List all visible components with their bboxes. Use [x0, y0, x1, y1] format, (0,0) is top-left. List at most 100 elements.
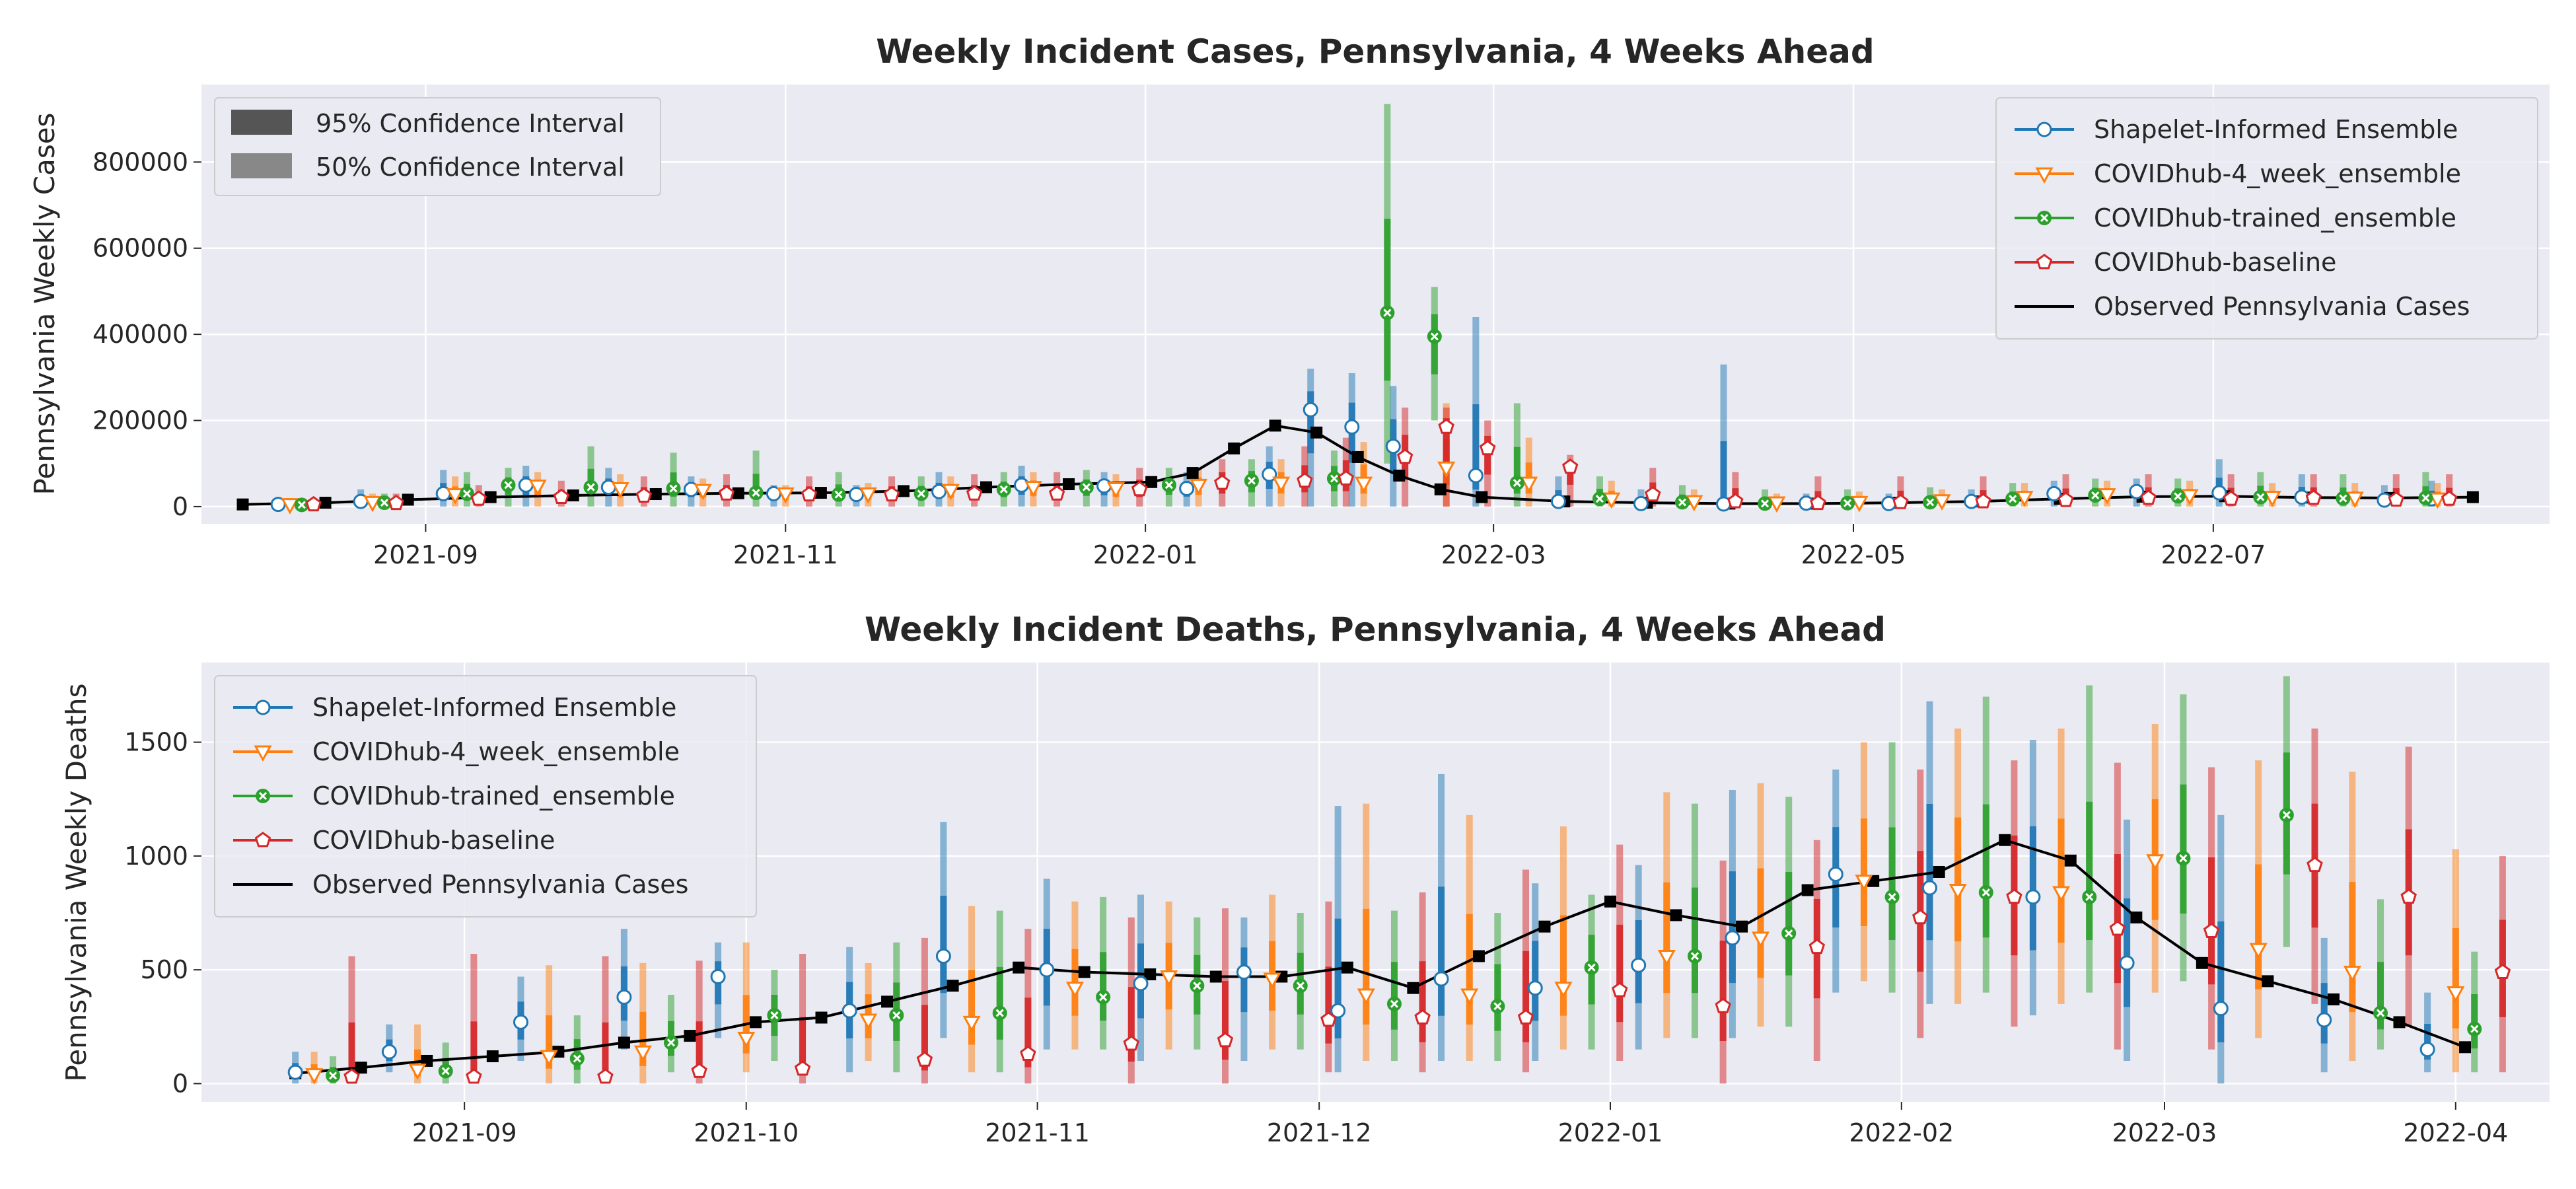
- x-tick-label: 2021-11: [733, 540, 838, 569]
- shapelet-legend-marker: [255, 700, 271, 715]
- ci95-legend-label: 95% Confidence Interval: [316, 109, 625, 138]
- covidhub-4week-median-markers: [305, 854, 2465, 1085]
- covidhub-4week-median-point: [859, 487, 877, 504]
- baseline-median-point: [1131, 480, 1148, 497]
- covidhub-4week-median-point: [2180, 489, 2199, 506]
- shapelet-median-point: [2419, 1042, 2435, 1058]
- shapelet-median-point: [2119, 955, 2135, 971]
- shapelet-median-point: [1550, 493, 1566, 509]
- covidhub-4week-median-point: [281, 498, 299, 515]
- shapelet-median-point: [1385, 439, 1401, 454]
- shapelet-legend-label: Shapelet-Informed Ensemble: [2094, 115, 2458, 144]
- observed-point: [1434, 483, 1447, 495]
- observed-legend-label: Observed Pennsylvania Cases: [2094, 292, 2470, 321]
- baseline-median-point: [2441, 490, 2458, 506]
- shapelet-legend-marker: [2036, 122, 2052, 137]
- covidhub-4week-median-point: [859, 1013, 878, 1030]
- covidhub-trained-median-point: [294, 497, 309, 513]
- deaths-x-ticks: 2021-09 2021-10 2021-11 2021-12 2022-01 2022-…: [412, 1102, 2508, 1147]
- shapelet-median-point: [1881, 495, 1897, 511]
- covidhub-trained-median-point: [831, 487, 846, 502]
- shapelet-median-point: [841, 1003, 857, 1019]
- covidhub-trained-median-point: [913, 486, 929, 501]
- covidhub-4week-median-point: [962, 1015, 981, 1032]
- shapelet-median-markers: [270, 402, 2439, 513]
- observed-point: [552, 1046, 565, 1058]
- baseline-median-point: [2400, 888, 2417, 904]
- covidhub-4week-median-markers: [281, 461, 2447, 515]
- shapelet-median-point: [1330, 1003, 1346, 1019]
- cases-series-legend: Shapelet-Informed Ensemble COVIDhub-4_wee…: [1995, 97, 2538, 340]
- observed-point: [1670, 909, 1682, 921]
- covidhub-trained-median-point: [1758, 496, 1773, 511]
- shapelet-median-point: [513, 1014, 528, 1030]
- covidhub-trained-median-markers: [294, 305, 2433, 513]
- shapelet-median-point: [1133, 976, 1149, 991]
- covidhub-trained-median-point: [2336, 491, 2351, 506]
- baseline-median-point: [2203, 922, 2220, 938]
- y-tick-label: 200000: [92, 406, 188, 435]
- covidhub-trained-median-point: [1293, 978, 1308, 993]
- observed-point: [2262, 975, 2274, 988]
- observed-point: [567, 489, 579, 501]
- observed-point: [355, 1062, 367, 1074]
- observed-legend-label: Observed Pennsylvania Cases: [312, 870, 688, 899]
- observed-point: [1144, 968, 1157, 981]
- covidhub-trained-median-point: [767, 1008, 782, 1023]
- covidhub-trained-median-point: [1509, 476, 1524, 491]
- cases-x-ticks: 2021-09 2021-11 2022-01 2022-03 2022-05 2022-…: [373, 524, 2266, 569]
- shapelet-median-point: [1096, 478, 1112, 494]
- covidhub-trained-median-point: [1490, 999, 1505, 1014]
- baseline-median-point: [1438, 418, 1454, 434]
- baseline-median-point: [2006, 888, 2022, 904]
- baseline-median-point: [466, 1068, 482, 1084]
- baseline-legend-marker: [2036, 254, 2053, 270]
- observed-point: [684, 1030, 696, 1042]
- baseline-median-point: [1396, 449, 1413, 464]
- y-tick-label: 600000: [92, 234, 188, 263]
- covidhub-trained-median-point: [992, 1005, 1007, 1021]
- covidhub-trained-median-point: [1380, 305, 1395, 320]
- observed-point: [814, 487, 827, 499]
- shapelet-median-point: [2213, 1001, 2229, 1017]
- covidhub-trained-legend-marker: [2037, 211, 2052, 225]
- covidhub-trained-median-point: [1584, 960, 1599, 975]
- baseline-median-point: [1338, 470, 1355, 486]
- baseline-median-point: [1810, 494, 1826, 511]
- covidhub-4week-legend-label: COVIDhub-4_week_ensemble: [2094, 159, 2461, 188]
- covidhub-4week-median-point: [540, 1050, 558, 1067]
- covidhub-trained-median-point: [2418, 490, 2433, 505]
- observed-point: [484, 491, 497, 503]
- observed-point: [2130, 911, 2143, 923]
- covidhub-4week-median-point: [446, 488, 464, 505]
- covidhub-4week-legend-label: COVIDhub-4_week_ensemble: [312, 737, 680, 766]
- shapelet-median-point: [1344, 419, 1360, 435]
- covidhub-trained-median-point: [2467, 1021, 2482, 1036]
- x-tick-label: 2021-09: [373, 540, 478, 569]
- ci50-legend-label: 50% Confidence Interval: [316, 153, 625, 182]
- covidhub-4week-median-point: [1768, 496, 1786, 513]
- observed-point: [1407, 982, 1419, 994]
- covidhub-trained-median-point: [1079, 480, 1094, 495]
- covidhub-trained-median-point: [1244, 473, 1259, 488]
- observed-point: [2327, 993, 2340, 1005]
- deaths-panel: 0 500 1000 1500 2021-09 2021-10 2021-11 2021-1…: [60, 610, 2550, 1147]
- cases-chart-title: Weekly Incident Cases, Pennsylvania, 4 W…: [876, 32, 1874, 71]
- legend-frame: [214, 675, 757, 918]
- covidhub-4week-median-point: [1554, 982, 1573, 998]
- deaths-y-ticks: 0 500 1000 1500: [124, 728, 201, 1098]
- covidhub-4week-median-point: [1685, 495, 1703, 512]
- covidhub-4week-median-point: [2343, 966, 2361, 982]
- covidhub-trained-median-point: [2279, 807, 2294, 822]
- baseline-median-point: [1020, 1045, 1036, 1061]
- covidhub-4week-median-point: [2345, 491, 2364, 508]
- x-tick-label: 2022-01: [1093, 540, 1198, 569]
- observed-point: [1604, 895, 1616, 908]
- observed-point: [2393, 1016, 2406, 1028]
- shapelet-median-point: [1179, 481, 1195, 497]
- covidhub-trained-median-point: [748, 486, 764, 501]
- baseline-median-point: [1612, 982, 1628, 997]
- observed-point: [980, 481, 992, 493]
- covidhub-4week-median-point: [1189, 478, 1208, 495]
- observed-point: [1393, 469, 1406, 482]
